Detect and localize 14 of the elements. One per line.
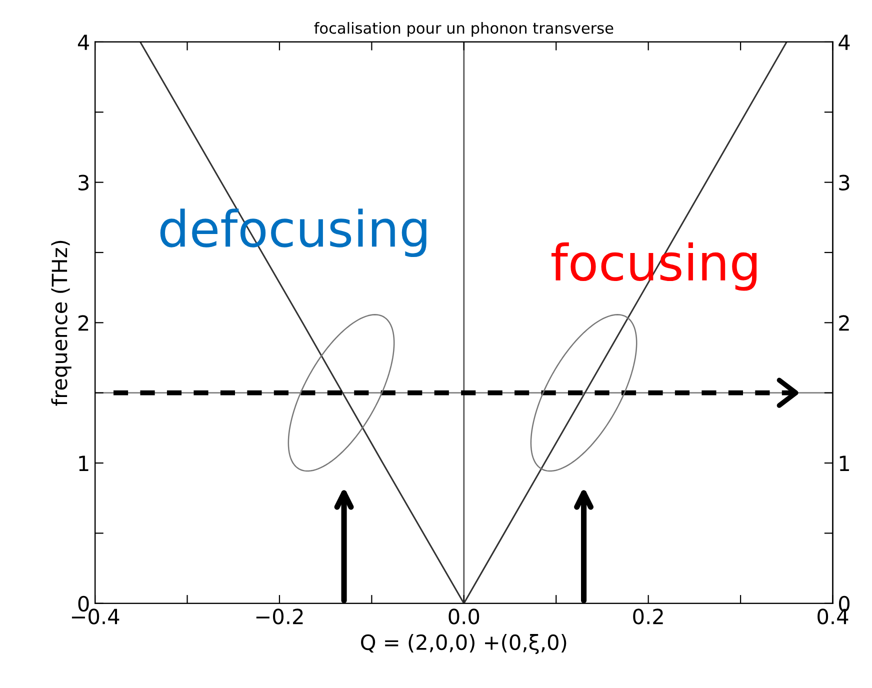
y-tick-label: 1 bbox=[79, 456, 88, 471]
y2-tick-label: 3 bbox=[839, 174, 850, 191]
y-tick-label: 4 bbox=[78, 34, 90, 50]
chart-title: focalisation pour un phonon transverse bbox=[314, 22, 614, 37]
x-tick-label: 0.2 bbox=[633, 608, 663, 624]
y2-tick-label: 4 bbox=[838, 34, 850, 50]
x-tick-label: 0.0 bbox=[448, 608, 480, 624]
x-tick-label: −0.2 bbox=[256, 608, 303, 624]
y-tick-label: 3 bbox=[78, 174, 89, 191]
y-axis-title: frequence (THz) bbox=[51, 240, 72, 406]
y2-tick-label: 1 bbox=[840, 456, 849, 471]
y-tick-label: 2 bbox=[78, 315, 88, 331]
x-axis-title: Q = (2,0,0) +(0,ξ,0) bbox=[361, 634, 566, 654]
y2-tick-label: 2 bbox=[839, 315, 849, 331]
